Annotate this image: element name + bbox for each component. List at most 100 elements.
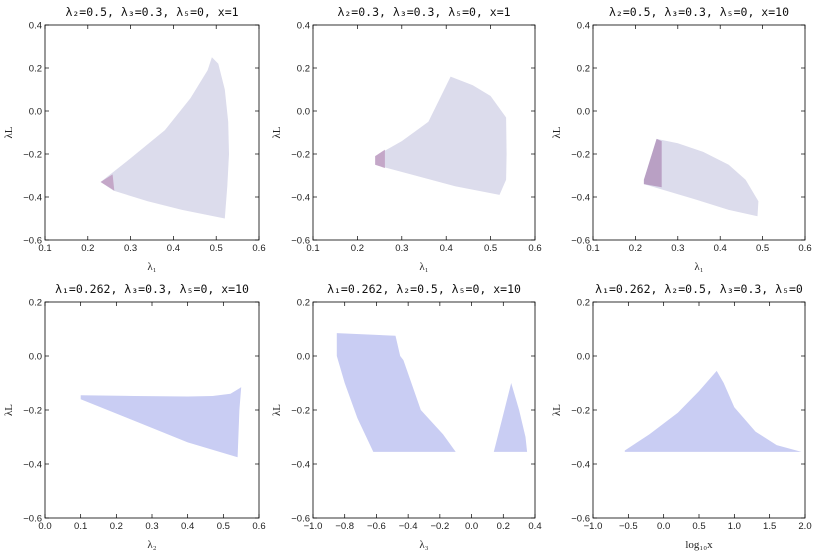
chart-title: λ₁=0.262, λ₂=0.5, λ₅=0, x=10: [327, 282, 521, 296]
y-tick-label: −0.2: [571, 406, 590, 417]
x-tick-label: 0.6: [528, 243, 541, 254]
x-tick-label: 0.2: [81, 243, 94, 254]
y-tick-label: −0.4: [291, 193, 310, 204]
x-tick-label: 0.1: [306, 243, 319, 254]
y-tick-label: 0.2: [577, 64, 590, 75]
chart-panel-3: 0.1 0.2 0.3 0.4 0.5 0.6 −0.6 −0.4 −0.2 0.0 0.2 0.4 λ…: [551, 5, 812, 273]
x-tick-label: 0.0: [38, 521, 51, 532]
chart-panel-5: −1.0 −0.8 −0.6 −0.4 −0.2 0.0 0.2 0.4 −0.6 −0.4 −0.…: [271, 282, 542, 551]
y-axis-label: λL: [551, 404, 563, 416]
x-tick-label: 0.5: [756, 243, 769, 254]
x-tick-label: 0.0: [465, 521, 478, 532]
x-tick-label: 0.4: [528, 521, 541, 532]
y-tick-label: 0.2: [29, 64, 42, 75]
y-axis-label: λL: [3, 126, 15, 138]
y-tick-label: −0.2: [23, 406, 42, 417]
x-tick-label: −0.4: [399, 521, 418, 532]
x-tick-label: 0.3: [124, 243, 137, 254]
x-tick-label: 0.6: [252, 243, 265, 254]
region-2-1: [375, 76, 507, 195]
y-tick-label: 0.0: [29, 352, 42, 363]
region-3-1: [643, 138, 759, 217]
x-tick-label: 0.6: [798, 243, 811, 254]
y-tick-label: −0.2: [291, 150, 310, 161]
chart-title: λ₁=0.262, λ₂=0.5, λ₃=0.3, λ₅=0: [595, 282, 803, 296]
x-tick-label: 0.4: [440, 243, 453, 254]
x-tick-label: 0.5: [484, 243, 497, 254]
plot-frame: [312, 24, 536, 241]
x-tick-label: 0.3: [145, 521, 158, 532]
region-5-2: [493, 383, 528, 452]
y-tick-label: −0.6: [571, 514, 590, 525]
y-tick-label: −0.6: [23, 514, 42, 525]
x-tick-label: −0.8: [335, 521, 354, 532]
x-tick-label: 0.2: [110, 521, 123, 532]
region-3-2: [643, 138, 662, 188]
y-tick-label: 0.0: [577, 352, 590, 363]
chart-panel-1: 0.1 0.2 0.3 0.4 0.5 0.6 −0.6 −0.4 −0.2 0.0 0.2 0.4 λ…: [3, 5, 266, 273]
plot-frame: [592, 24, 806, 241]
y-tick-label: 0.2: [29, 298, 42, 309]
x-tick-label: 0.4: [167, 243, 180, 254]
y-tick-label: −0.6: [291, 514, 310, 525]
region-6-1: [624, 370, 802, 452]
region-5-1: [336, 333, 456, 452]
chart-panel-4: 0.0 0.1 0.2 0.3 0.4 0.5 0.6 −0.6 −0.4 −0.2 0.0 0.2 λ…: [3, 282, 266, 551]
x-tick-label: 0.1: [38, 243, 51, 254]
x-axis-label: λ₃: [419, 539, 428, 551]
y-tick-label: 0.2: [577, 298, 590, 309]
x-tick-label: 0.3: [395, 243, 408, 254]
y-tick-label: −0.6: [23, 236, 42, 247]
y-axis-label: λL: [271, 404, 283, 416]
chart-title: λ₁=0.262, λ₃=0.3, λ₅=0, x=10: [55, 282, 249, 296]
x-tick-label: 0.1: [586, 243, 599, 254]
x-tick-label: −0.5: [619, 521, 638, 532]
x-tick-label: 0.2: [351, 243, 364, 254]
y-axis-label: λL: [271, 126, 283, 138]
x-tick-label: −0.2: [430, 521, 449, 532]
y-axis-label: λL: [3, 404, 15, 416]
chart-title: λ₂=0.5, λ₃=0.3, λ₅=0, x=10: [609, 5, 789, 19]
y-tick-label: −0.4: [571, 193, 590, 204]
x-tick-label: 0.5: [692, 521, 705, 532]
x-tick-label: 1.0: [728, 521, 741, 532]
x-tick-label: 0.3: [671, 243, 684, 254]
x-tick-label: 0.6: [252, 521, 265, 532]
y-tick-label: −0.6: [291, 236, 310, 247]
y-tick-label: 0.0: [577, 107, 590, 118]
x-axis-label: λ₁: [419, 261, 428, 273]
y-axis-label: λL: [551, 126, 563, 138]
y-tick-label: −0.2: [291, 406, 310, 417]
x-tick-label: 2.0: [798, 521, 811, 532]
chart-panel-2: 0.1 0.2 0.3 0.4 0.5 0.6 −0.6 −0.4 −0.2 0.0 0.2 0.4 λ…: [271, 5, 542, 273]
x-tick-label: 0.4: [181, 521, 194, 532]
x-axis-label: λ₁: [147, 261, 156, 273]
y-tick-label: −0.4: [23, 193, 42, 204]
y-tick-label: −0.4: [291, 460, 310, 471]
chart-panel-6: −1.0 −0.5 0.0 0.5 1.0 1.5 2.0 −0.6 −0.4 −0.2 0.0 0.…: [551, 282, 812, 551]
region-2-2: [375, 149, 385, 168]
chart-title: λ₂=0.3, λ₃=0.3, λ₅=0, x=1: [337, 5, 510, 19]
x-tick-label: 0.2: [629, 243, 642, 254]
y-tick-label: −0.2: [23, 150, 42, 161]
region-4-1: [80, 387, 242, 458]
region-1-1: [100, 57, 229, 219]
plot-frame: [44, 24, 260, 241]
y-tick-label: −0.4: [571, 460, 590, 471]
y-tick-label: −0.2: [571, 150, 590, 161]
y-tick-label: 0.4: [577, 21, 590, 32]
y-tick-label: 0.0: [297, 107, 310, 118]
x-tick-label: −1.0: [584, 521, 603, 532]
x-tick-label: 0.5: [210, 243, 223, 254]
x-axis-label: λ₁: [694, 261, 703, 273]
x-tick-label: −1.0: [304, 521, 323, 532]
x-tick-label: 1.5: [763, 521, 776, 532]
y-tick-label: 0.2: [297, 298, 310, 309]
x-tick-label: 0.0: [657, 521, 670, 532]
x-tick-label: 0.5: [217, 521, 230, 532]
y-tick-label: −0.6: [571, 236, 590, 247]
y-tick-label: 0.0: [29, 107, 42, 118]
chart-title: λ₂=0.5, λ₃=0.3, λ₅=0, x=1: [65, 5, 238, 19]
x-axis-label: λ₂: [147, 539, 156, 551]
